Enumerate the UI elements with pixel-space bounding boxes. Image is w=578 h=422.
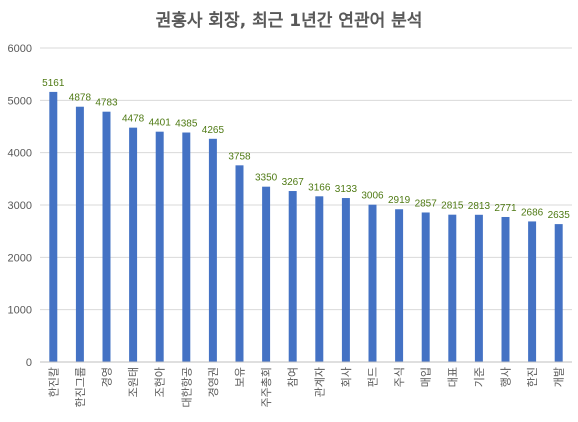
bars	[49, 91, 563, 363]
x-tick-label: 기준	[473, 367, 486, 387]
bar	[474, 214, 483, 362]
data-label: 4783	[95, 98, 118, 109]
bar	[421, 212, 430, 362]
gridlines	[40, 47, 572, 311]
x-tick-label: 펀드	[367, 367, 380, 387]
data-label: 4385	[175, 119, 198, 130]
y-tick-label: 0	[26, 357, 32, 369]
data-label: 3133	[335, 184, 358, 195]
y-tick-label: 5000	[8, 95, 32, 107]
data-label: 2815	[441, 201, 464, 212]
data-label: 3350	[255, 173, 278, 184]
data-label: 4265	[202, 125, 225, 136]
y-axis-ticks: 0 1000 2000 3000 4000 5000 6000	[8, 43, 32, 369]
y-tick-label: 6000	[8, 43, 32, 55]
bar	[129, 127, 138, 362]
x-tick-label: 개발	[553, 367, 566, 387]
bar	[528, 221, 537, 362]
bar	[368, 204, 377, 362]
data-label: 3006	[361, 191, 384, 202]
bar	[288, 191, 297, 362]
x-tick-label: 매입	[420, 367, 433, 387]
x-tick-label: 경영	[101, 367, 114, 387]
bar	[182, 132, 191, 362]
x-tick-label: 조현아	[154, 367, 167, 397]
data-labels: 5161 4878 4783 4478 4401 4385 4265 3758 3350 3267…	[42, 78, 570, 221]
data-label: 2813	[468, 201, 491, 212]
bar	[315, 196, 324, 362]
bar	[341, 198, 350, 362]
data-label: 2635	[548, 210, 571, 221]
bar	[49, 91, 58, 363]
x-axis-ticks: 한진칼 한진그룹 경영 조원태 조현아 대한항공 경영권 보유 주주총회 참여 관계자 회사 펀드 주식 매…	[47, 367, 565, 407]
bar	[448, 214, 457, 362]
x-tick-label: 한진그룹	[74, 367, 87, 407]
x-tick-label: 보유	[234, 367, 247, 387]
bar	[75, 106, 84, 362]
data-label: 2857	[415, 198, 438, 209]
x-tick-label: 경영권	[207, 367, 220, 397]
chart-title: 권홍사 회장, 최근 1년간 연관어 분석	[156, 10, 423, 31]
y-tick-label: 2000	[8, 252, 32, 264]
x-tick-label: 주주총회	[260, 367, 273, 407]
data-label: 2771	[494, 203, 517, 214]
bar	[501, 216, 510, 362]
y-tick-label: 4000	[8, 148, 32, 160]
bar	[235, 165, 244, 362]
x-tick-label: 행사	[500, 367, 513, 387]
x-tick-label: 관계자	[313, 367, 326, 397]
data-label: 3267	[282, 177, 305, 188]
bar	[395, 209, 404, 362]
data-label: 2919	[388, 195, 411, 206]
data-label: 4878	[69, 93, 92, 104]
bar	[102, 111, 111, 362]
data-label: 4478	[122, 114, 145, 125]
data-label: 3758	[228, 151, 251, 162]
x-tick-label: 대한항공	[180, 367, 193, 407]
bar	[262, 186, 271, 362]
x-tick-label: 한진칼	[47, 367, 60, 397]
x-tick-label: 조원태	[127, 367, 140, 397]
bar	[554, 224, 563, 362]
bar	[155, 131, 164, 362]
y-tick-label: 3000	[8, 200, 32, 212]
x-tick-label: 회사	[340, 367, 353, 387]
x-tick-label: 대표	[446, 367, 459, 387]
data-label: 5161	[42, 78, 65, 89]
x-tick-label: 주식	[393, 367, 406, 387]
x-tick-label: 참여	[287, 367, 300, 387]
y-tick-label: 1000	[8, 305, 32, 317]
data-label: 4401	[149, 118, 172, 129]
data-label: 3166	[308, 182, 331, 193]
bar	[208, 138, 217, 362]
x-tick-label: 한진	[526, 367, 539, 387]
data-label: 2686	[521, 207, 544, 218]
